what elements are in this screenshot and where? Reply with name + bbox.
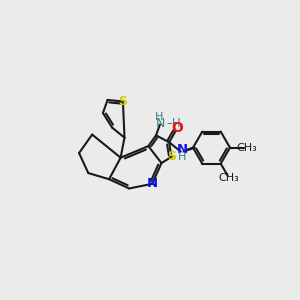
Text: CH₃: CH₃ [219,173,240,183]
Text: H: H [155,112,163,122]
Text: N: N [156,117,165,130]
Text: S: S [118,95,127,108]
Text: O: O [171,121,183,135]
Text: N: N [147,177,158,190]
Text: N: N [177,143,188,156]
Text: H: H [178,152,186,162]
Text: CH₃: CH₃ [236,143,257,153]
Text: –H: –H [167,117,182,130]
Text: S: S [167,150,176,163]
